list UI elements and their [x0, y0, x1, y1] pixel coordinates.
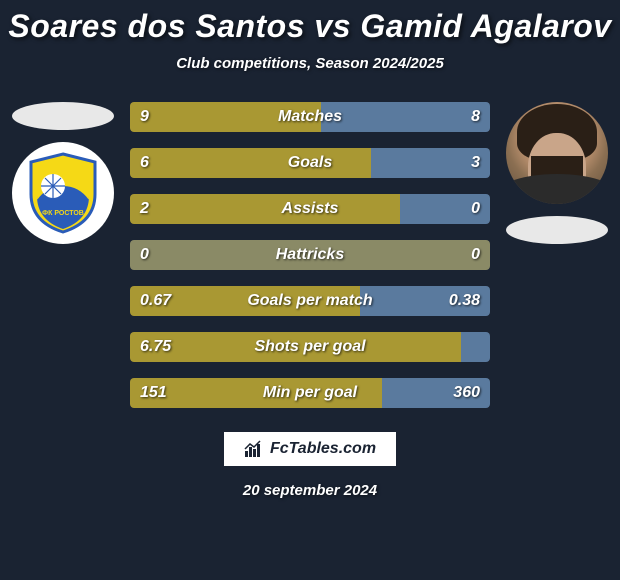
- bar-segment-left: [130, 378, 382, 408]
- bar-track: [130, 378, 490, 408]
- stat-row: Shots per goal6.75: [130, 332, 490, 362]
- bar-track: [130, 148, 490, 178]
- bar-segment-left: [130, 194, 400, 224]
- stat-value-right: 360: [453, 384, 480, 402]
- stat-row: Hattricks00: [130, 240, 490, 270]
- brand-box[interactable]: FcTables.com: [222, 430, 398, 468]
- stat-value-right: 3: [471, 154, 480, 172]
- svg-text:ФК РОСТОВ: ФК РОСТОВ: [42, 210, 84, 217]
- bar-segment-left: [130, 332, 461, 362]
- stat-value-left: 6: [140, 154, 149, 172]
- stat-value-left: 0: [140, 246, 149, 264]
- footer: FcTables.com 20 september 2024: [222, 430, 398, 499]
- shield-icon: ФК РОСТОВ: [27, 152, 99, 234]
- stat-value-left: 9: [140, 108, 149, 126]
- infographic-container: Soares dos Santos vs Gamid Agalarov Club…: [0, 0, 620, 580]
- bar-track: [130, 240, 490, 270]
- bar-segment-right: [461, 332, 490, 362]
- stat-value-left: 0.67: [140, 292, 171, 310]
- bar-segment-left: [130, 102, 321, 132]
- page-title: Soares dos Santos vs Gamid Agalarov: [8, 8, 611, 45]
- left-player-column: ФК РОСТОВ: [8, 102, 118, 244]
- bar-segment-right: [310, 240, 490, 270]
- right-club-placeholder-icon: [506, 216, 608, 244]
- stat-value-right: 0: [471, 246, 480, 264]
- bar-track: [130, 102, 490, 132]
- stat-row: Goals per match0.670.38: [130, 286, 490, 316]
- stat-value-right: 0.38: [449, 292, 480, 310]
- stat-row: Goals63: [130, 148, 490, 178]
- right-player-column: [502, 102, 612, 244]
- left-player-placeholder-icon: [12, 102, 114, 130]
- brand-logo-icon: [244, 440, 264, 458]
- bar-track: [130, 332, 490, 362]
- date-text: 20 september 2024: [243, 482, 377, 499]
- stat-row: Min per goal151360: [130, 378, 490, 408]
- stat-value-left: 2: [140, 200, 149, 218]
- bar-track: [130, 194, 490, 224]
- stats-bars: Matches98Goals63Assists20Hattricks00Goal…: [130, 102, 490, 408]
- bar-segment-left: [130, 148, 371, 178]
- stat-value-right: 8: [471, 108, 480, 126]
- stat-value-right: 0: [471, 200, 480, 218]
- stat-row: Matches98: [130, 102, 490, 132]
- stat-value-left: 151: [140, 384, 167, 402]
- stat-value-left: 6.75: [140, 338, 171, 356]
- right-player-avatar-icon: [506, 102, 608, 204]
- main-content: ФК РОСТОВ Matches98Goals63Assists20Hattr…: [0, 102, 620, 408]
- bar-track: [130, 286, 490, 316]
- bar-segment-right: [321, 102, 490, 132]
- bar-segment-left: [130, 240, 310, 270]
- left-club-logo-icon: ФК РОСТОВ: [12, 142, 114, 244]
- page-subtitle: Club competitions, Season 2024/2025: [176, 55, 444, 72]
- stat-row: Assists20: [130, 194, 490, 224]
- brand-text: FcTables.com: [270, 440, 376, 458]
